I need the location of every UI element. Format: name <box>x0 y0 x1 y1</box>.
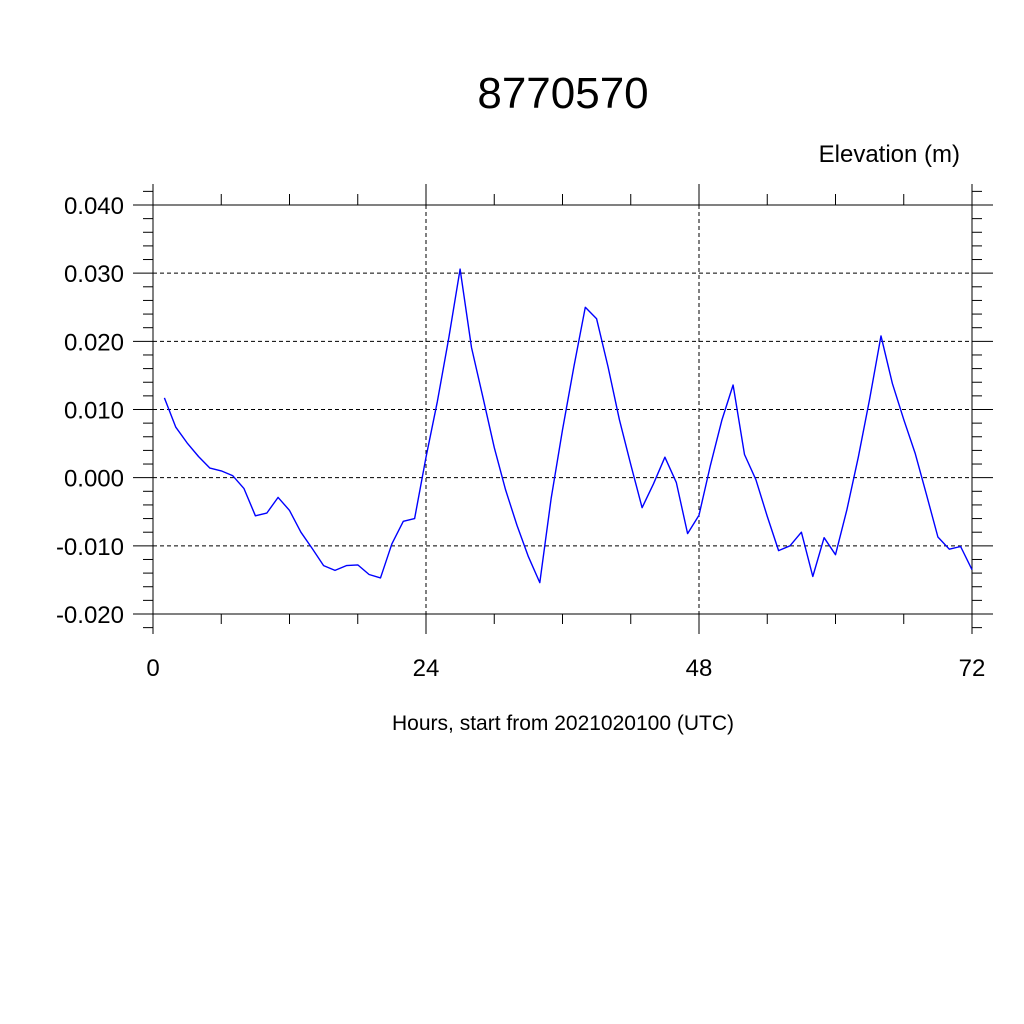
grid-lines <box>153 205 972 614</box>
axis-ticks <box>133 184 993 634</box>
y-tick-label: 0.000 <box>64 466 124 493</box>
y-tick-label: -0.020 <box>56 602 124 629</box>
chart-title: 8770570 <box>477 69 648 118</box>
x-tick-label: 48 <box>686 655 713 682</box>
x-tick-label: 72 <box>959 655 986 682</box>
x-axis-label: Hours, start from 2021020100 (UTC) <box>392 712 734 735</box>
x-tick-label: 24 <box>413 655 440 682</box>
y-tick-label: -0.010 <box>56 534 124 561</box>
y-tick-label: 0.020 <box>64 329 124 356</box>
x-tick-labels: 0 24 48 72 <box>146 655 985 682</box>
series-group <box>163 268 973 584</box>
y-tick-label: 0.010 <box>64 398 124 425</box>
y-tick-label: 0.040 <box>64 193 124 220</box>
series-line <box>163 268 973 584</box>
y-tick-labels: -0.020 -0.010 0.000 0.010 0.020 0.030 0.040 <box>56 193 124 629</box>
y-axis-label: Elevation (m) <box>819 141 960 168</box>
x-tick-label: 0 <box>146 655 159 682</box>
y-tick-label: 0.030 <box>64 261 124 288</box>
